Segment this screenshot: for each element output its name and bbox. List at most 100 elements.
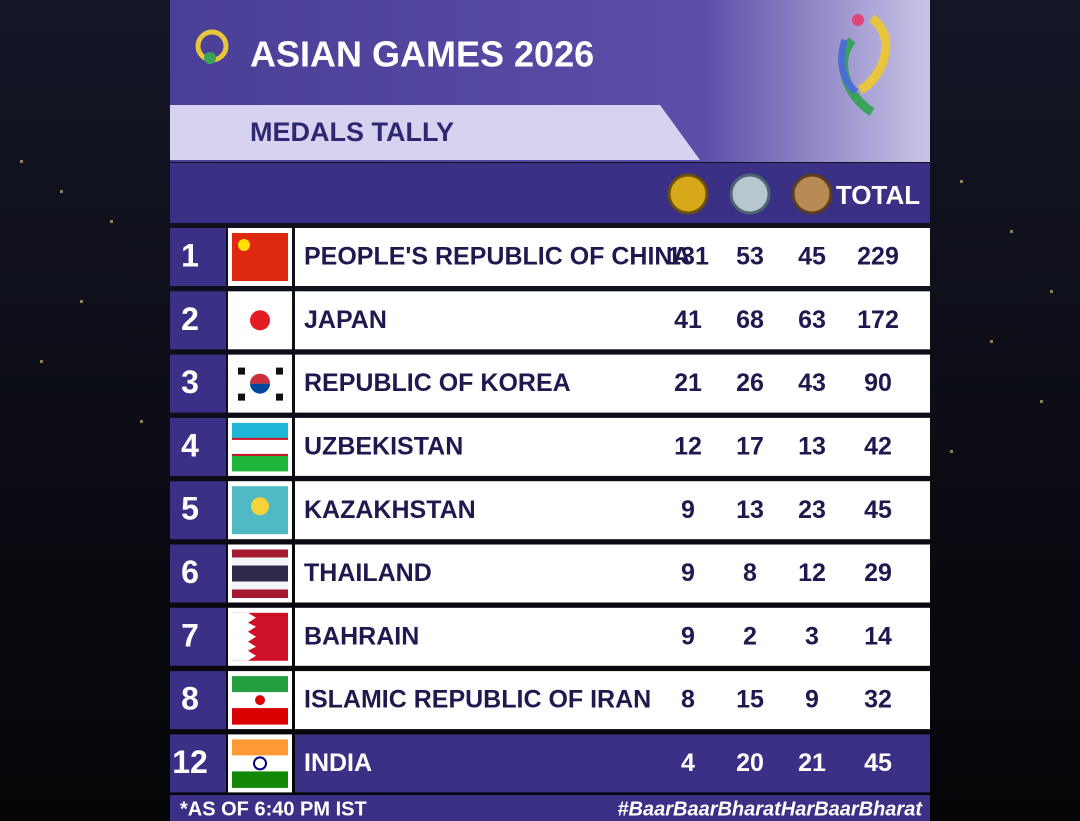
rank: 12 — [172, 744, 208, 780]
rank-cell — [170, 544, 226, 603]
gold-count: 4 — [681, 749, 695, 777]
flag-stripe — [232, 422, 288, 440]
country-name: ISLAMIC REPUBLIC OF IRAN — [304, 686, 651, 714]
total-count: 29 — [864, 559, 892, 587]
flag — [232, 233, 288, 281]
flag-stripe — [232, 438, 288, 456]
row-band — [295, 354, 930, 413]
country-name: BAHRAIN — [304, 622, 419, 650]
row-band — [295, 734, 930, 793]
flag-field — [232, 233, 288, 281]
gold-count: 12 — [674, 433, 702, 461]
flag-sun — [251, 497, 269, 516]
rank-cell — [170, 354, 226, 413]
rank-cell — [170, 671, 226, 730]
row-band — [295, 607, 930, 666]
flag-stripe — [232, 549, 288, 558]
gold-count: 9 — [681, 622, 695, 650]
total-count: 229 — [857, 243, 899, 271]
subtitle: MEDALS TALLY — [250, 117, 454, 147]
flag-emblem — [255, 695, 265, 706]
silver-count: 20 — [736, 749, 764, 777]
subtitle-band — [170, 105, 700, 160]
total-count: 32 — [864, 686, 892, 714]
flag — [232, 359, 288, 408]
bronze-count: 43 — [798, 369, 826, 397]
flag — [232, 739, 288, 788]
total-header: TOTAL — [836, 180, 920, 210]
flag-stripe — [232, 454, 288, 472]
flag-stripe — [232, 589, 288, 598]
bronze-count: 12 — [798, 559, 826, 587]
bronze-count: 63 — [798, 306, 826, 334]
gold-count: 41 — [674, 306, 702, 334]
gold-count: 21 — [674, 369, 702, 397]
country-name: REPUBLIC OF KOREA — [304, 369, 571, 397]
silver-count: 2 — [743, 622, 757, 650]
total-count: 45 — [864, 496, 892, 524]
bronze-count: 45 — [798, 243, 826, 271]
country-name: JAPAN — [304, 306, 387, 334]
flag-bars — [238, 367, 245, 375]
rank: 2 — [181, 301, 199, 337]
silver-count: 15 — [736, 686, 764, 714]
flag-disc — [250, 310, 270, 331]
row-band — [295, 291, 930, 350]
flag — [232, 486, 288, 535]
footer-hashtag: #BaarBaarBharatHarBaarBharat — [617, 798, 923, 820]
title: ASIAN GAMES 2026 — [250, 34, 594, 75]
flag-stripe — [232, 573, 288, 582]
bronze-count: 9 — [805, 686, 819, 714]
rank: 4 — [181, 427, 199, 463]
footer-note: *AS OF 6:40 PM IST — [180, 798, 367, 820]
rank: 3 — [181, 364, 199, 400]
total-count: 42 — [864, 433, 892, 461]
total-count: 172 — [857, 306, 899, 334]
rank-cell — [170, 481, 226, 540]
flag-stripe — [232, 739, 288, 756]
rank-cell — [170, 417, 226, 476]
country-name: KAZAKHSTAN — [304, 496, 476, 524]
flag-bars — [276, 367, 283, 375]
flag-serrated — [232, 612, 256, 661]
row-band — [295, 481, 930, 540]
row-band — [295, 544, 930, 603]
flag-stripe — [232, 565, 288, 574]
flag — [232, 676, 288, 725]
rank: 1 — [181, 237, 199, 273]
silver-count: 17 — [736, 433, 764, 461]
flag-stripe — [232, 557, 288, 566]
flag — [232, 296, 288, 345]
rank-cell — [170, 607, 226, 666]
rank-cell — [170, 228, 226, 286]
rank: 6 — [181, 554, 199, 590]
silver-count: 8 — [743, 559, 757, 587]
medal-icons — [667, 173, 833, 215]
flag-bars — [238, 393, 245, 401]
flag-disc — [250, 373, 270, 384]
flag — [232, 612, 288, 661]
rank: 7 — [181, 617, 199, 653]
silver-count: 13 — [736, 496, 764, 524]
bronze-medal-icon — [791, 173, 833, 215]
row-band — [295, 671, 930, 730]
bronze-count: 13 — [798, 433, 826, 461]
gold-count: 8 — [681, 686, 695, 714]
bronze-count: 21 — [798, 749, 826, 777]
flag-line — [232, 453, 288, 456]
gold-count: 131 — [667, 243, 709, 271]
total-count: 90 — [864, 369, 892, 397]
country-name: PEOPLE'S REPUBLIC OF CHINA — [304, 243, 691, 271]
flag-stripe — [232, 771, 288, 788]
flag-stripe — [232, 755, 288, 772]
row-band — [295, 228, 930, 286]
flag — [232, 549, 288, 598]
games-logo-small — [195, 29, 229, 64]
flag-bars — [276, 393, 283, 401]
country-name: THAILAND — [304, 559, 432, 587]
rank-cell — [170, 291, 226, 350]
bronze-count: 23 — [798, 496, 826, 524]
bronze-count: 3 — [805, 622, 819, 650]
gold-medal-icon — [667, 173, 709, 215]
